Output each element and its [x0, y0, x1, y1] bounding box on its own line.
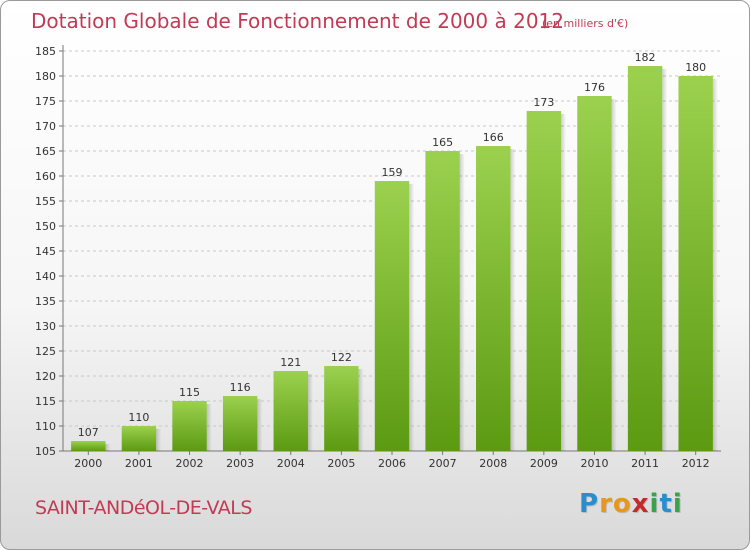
- bar-shadow: [358, 369, 364, 451]
- y-tick-label: 145: [35, 245, 56, 258]
- x-tick-label: 2010: [580, 457, 608, 470]
- data-label: 122: [331, 351, 352, 364]
- logo-letter: x: [631, 489, 650, 519]
- bar-shadow: [156, 429, 162, 451]
- y-tick-label: 110: [35, 420, 56, 433]
- x-tick-label: 2008: [479, 457, 507, 470]
- bar-shadow: [105, 444, 111, 451]
- x-tick-label: 2001: [125, 457, 153, 470]
- data-label: 165: [432, 136, 453, 149]
- bar-shadow: [662, 69, 668, 451]
- x-tick-label: 2007: [429, 457, 457, 470]
- x-tick-label: 2011: [631, 457, 659, 470]
- data-label: 176: [584, 81, 605, 94]
- y-tick-label: 125: [35, 345, 56, 358]
- bar-shadow: [257, 399, 263, 451]
- bar-shadow: [561, 114, 567, 451]
- logo-letter: o: [612, 489, 632, 519]
- x-tick-label: 2004: [277, 457, 305, 470]
- axis-layer: 1051101151201251301351401451501551601651…: [35, 45, 721, 470]
- commune-name: SAINT-ANDéOL-DE-VALS: [35, 497, 252, 519]
- y-tick-label: 155: [35, 195, 56, 208]
- x-tick-label: 2003: [226, 457, 254, 470]
- bar-2005: [324, 366, 359, 451]
- y-tick-label: 170: [35, 120, 56, 133]
- x-tick-label: 2000: [74, 457, 102, 470]
- bar-2009: [526, 111, 562, 451]
- x-tick-label: 2006: [378, 457, 406, 470]
- bar-2003: [222, 396, 258, 451]
- data-label: 115: [179, 386, 200, 399]
- chart-unit: (en milliers d'€): [542, 17, 629, 30]
- y-tick-label: 180: [35, 70, 56, 83]
- data-label: 173: [533, 96, 554, 109]
- bar-2006: [374, 181, 410, 451]
- bar-shadow: [712, 79, 718, 451]
- y-tick-label: 105: [35, 445, 56, 458]
- logo-letter: P: [579, 489, 600, 519]
- data-label: 180: [685, 61, 706, 74]
- label-layer: 107 110 115 116 121 122 159 165 166 173 176 182 180: [78, 51, 706, 439]
- data-label: 116: [230, 381, 251, 394]
- logo-letter: t: [659, 489, 673, 519]
- x-tick-label: 2002: [176, 457, 204, 470]
- logo-letter: i: [649, 489, 660, 519]
- bar-2001: [121, 426, 157, 451]
- y-tick-label: 130: [35, 320, 56, 333]
- y-tick-label: 185: [35, 45, 56, 58]
- data-label: 107: [78, 426, 99, 439]
- bar-2011: [627, 66, 663, 451]
- bar-shadow: [307, 374, 313, 451]
- bar-2000: [71, 441, 106, 451]
- chart-title: Dotation Globale de Fonctionnement de 20…: [31, 9, 564, 33]
- bar-shadow: [510, 149, 516, 451]
- logo-letter: r: [599, 489, 613, 519]
- bar-2004: [273, 371, 308, 451]
- y-tick-label: 160: [35, 170, 56, 183]
- bar-shadow: [409, 184, 415, 451]
- y-tick-label: 140: [35, 270, 56, 283]
- data-label: 159: [382, 166, 403, 179]
- bar-shadow: [459, 154, 465, 451]
- logo-letter: i: [672, 489, 683, 519]
- x-tick-label: 2009: [530, 457, 558, 470]
- proxiti-logo[interactable]: Proxiti: [579, 489, 683, 519]
- y-tick-label: 135: [35, 295, 56, 308]
- data-label: 121: [280, 356, 301, 369]
- data-label: 166: [483, 131, 504, 144]
- x-tick-label: 2012: [682, 457, 710, 470]
- data-label: 182: [635, 51, 656, 64]
- bar-2007: [425, 151, 460, 451]
- bar-2008: [476, 146, 511, 451]
- y-tick-label: 120: [35, 370, 56, 383]
- bar-layer: [71, 66, 718, 451]
- y-tick-label: 150: [35, 220, 56, 233]
- x-tick-label: 2005: [327, 457, 355, 470]
- data-label: 110: [128, 411, 149, 424]
- y-tick-label: 115: [35, 395, 56, 408]
- bar-shadow: [611, 99, 617, 451]
- y-tick-label: 175: [35, 95, 56, 108]
- y-tick-label: 165: [35, 145, 56, 158]
- bar-shadow: [206, 404, 212, 451]
- bar-2012: [678, 76, 713, 451]
- bar-2010: [577, 96, 612, 451]
- bar-2002: [172, 401, 207, 451]
